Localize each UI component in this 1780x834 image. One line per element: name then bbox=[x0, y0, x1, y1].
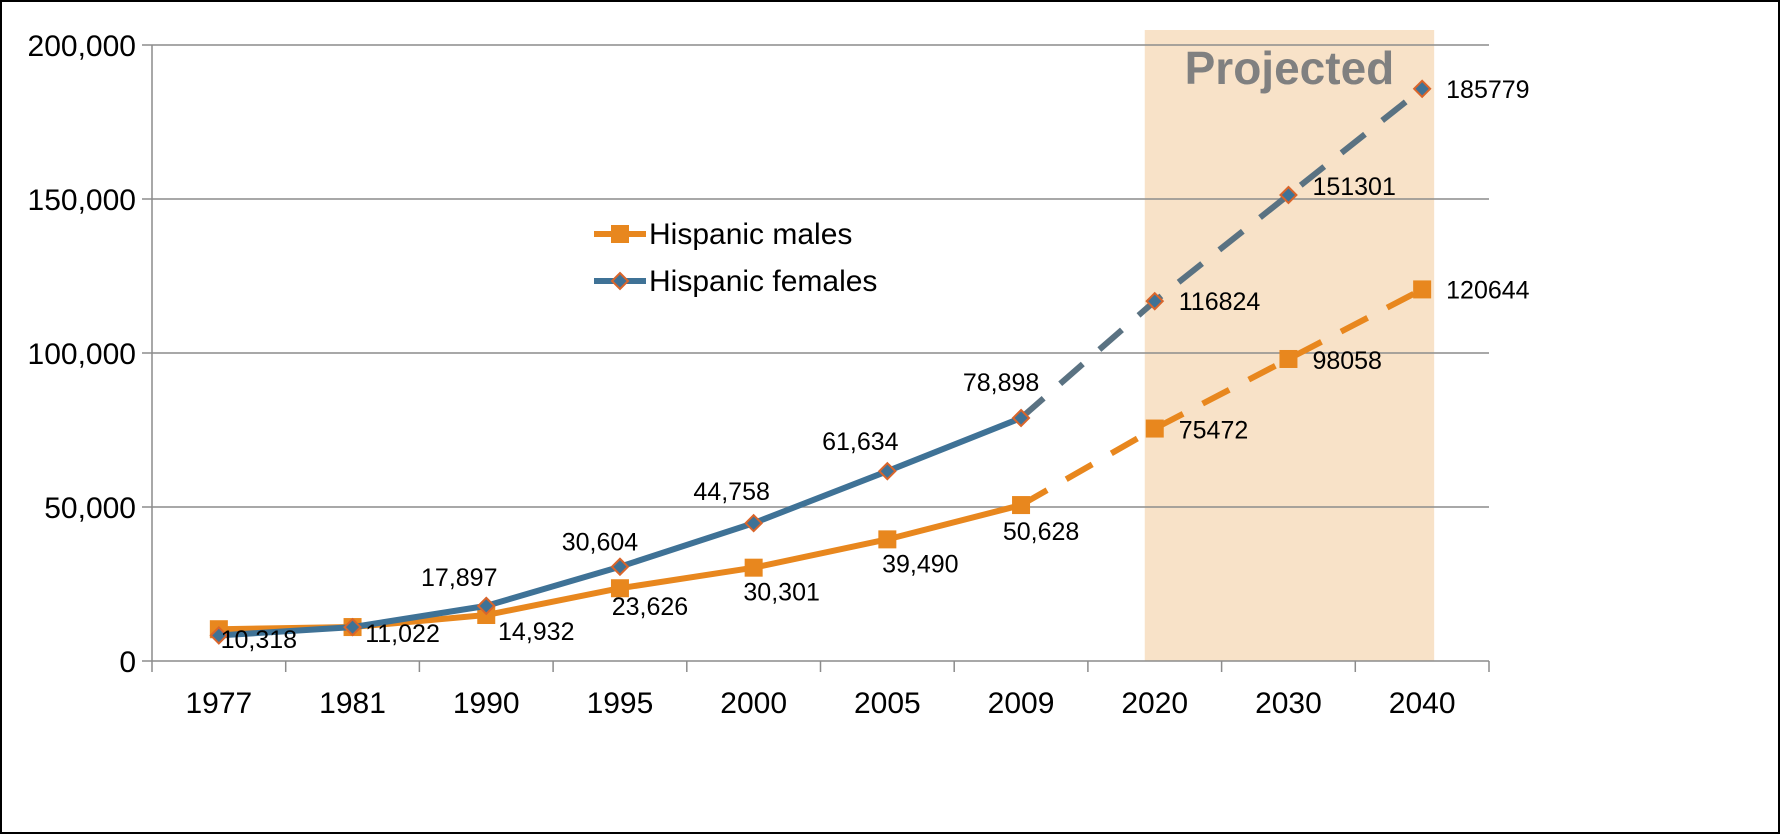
projected-label: Projected bbox=[1185, 42, 1395, 94]
legend-label: Hispanic females bbox=[649, 265, 877, 298]
hispanic-males-data-label: 10,318 bbox=[221, 626, 297, 654]
y-tick-label: 0 bbox=[119, 646, 136, 679]
x-tick-label: 2030 bbox=[1255, 687, 1322, 720]
hispanic-males-point bbox=[1413, 280, 1432, 299]
hispanic-males-data-label: 120644 bbox=[1446, 276, 1530, 304]
hispanic-males-data-label: 23,626 bbox=[612, 593, 688, 621]
x-tick-label: 2000 bbox=[720, 687, 787, 720]
hispanic-females-point bbox=[744, 513, 764, 533]
legend-swatch-marker bbox=[611, 225, 629, 243]
x-tick-label: 1977 bbox=[185, 687, 252, 720]
y-tick-label: 50,000 bbox=[44, 492, 136, 525]
hispanic-males-projected-line bbox=[1019, 286, 1424, 508]
legend-label: Hispanic males bbox=[649, 218, 852, 251]
hispanic-females-data-label: 17,897 bbox=[421, 564, 497, 592]
hispanic-males-data-label: 11,022 bbox=[365, 620, 440, 648]
hispanic-males-point bbox=[878, 530, 897, 549]
hispanic-females-point bbox=[343, 617, 362, 637]
x-tick-label: 2020 bbox=[1121, 687, 1188, 720]
hispanic-females-data-label: 44,758 bbox=[693, 478, 769, 506]
hispanic-females-point bbox=[610, 557, 630, 577]
x-tick-label: 1990 bbox=[453, 687, 520, 720]
hispanic-males-data-label: 30,301 bbox=[743, 579, 819, 607]
hispanic-females-data-label: 61,634 bbox=[822, 428, 899, 456]
hispanic-males-data-label: 75472 bbox=[1179, 417, 1249, 445]
hispanic-females-data-label: 78,898 bbox=[963, 369, 1039, 397]
hispanic-females-data-label: 116824 bbox=[1179, 288, 1261, 316]
hispanic-females-data-label: 185779 bbox=[1446, 76, 1529, 104]
hispanic-males-data-label: 50,628 bbox=[1003, 518, 1079, 546]
y-tick-label: 100,000 bbox=[28, 338, 136, 371]
x-tick-label: 2040 bbox=[1389, 687, 1456, 720]
hispanic-males-data-label: 98058 bbox=[1312, 347, 1382, 375]
legend-swatch-marker bbox=[610, 271, 630, 291]
hispanic-females-point bbox=[1412, 79, 1432, 99]
x-tick-label: 2005 bbox=[854, 687, 921, 720]
x-tick-label: 1995 bbox=[587, 687, 654, 720]
hispanic-females-point bbox=[476, 596, 496, 616]
hispanic-females-projected-line bbox=[1019, 86, 1425, 421]
hispanic-females-data-label: 151301 bbox=[1312, 173, 1395, 201]
hispanic-males-point bbox=[610, 579, 629, 598]
hispanic-males-data-label: 39,490 bbox=[882, 550, 958, 578]
hispanic-females-point bbox=[1279, 185, 1298, 205]
hispanic-males-point bbox=[1145, 419, 1164, 438]
x-tick-label: 1981 bbox=[319, 687, 386, 720]
hispanic-males-point bbox=[744, 558, 763, 577]
hispanic-females-point bbox=[877, 461, 897, 481]
y-tick-label: 150,000 bbox=[28, 184, 136, 217]
hispanic-males-point bbox=[1012, 496, 1031, 515]
hispanic-females-point bbox=[1145, 291, 1165, 311]
projected-region bbox=[1144, 30, 1435, 661]
hispanic-males-point bbox=[1279, 349, 1298, 368]
hispanic-females-data-label: 30,604 bbox=[562, 529, 639, 557]
hispanic-males-data-label: 14,932 bbox=[498, 618, 574, 646]
hispanic-females-point bbox=[1011, 408, 1031, 428]
y-tick-label: 200,000 bbox=[28, 30, 136, 63]
x-tick-label: 2009 bbox=[988, 687, 1055, 720]
hispanic-females-point bbox=[209, 626, 229, 645]
